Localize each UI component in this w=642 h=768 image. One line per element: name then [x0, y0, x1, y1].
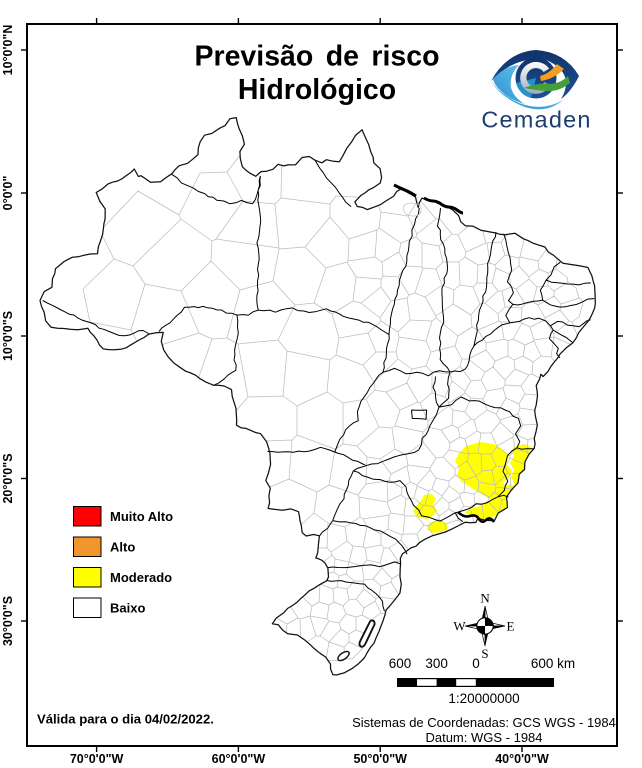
svg-text:10°0'0"S: 10°0'0"S	[1, 311, 15, 361]
svg-text:Previsão de risco: Previsão de risco	[194, 41, 439, 73]
svg-text:N: N	[480, 591, 490, 606]
svg-text:0: 0	[472, 656, 480, 671]
svg-text:20°0'0"S: 20°0'0"S	[1, 453, 15, 503]
svg-text:10°0'0"N: 10°0'0"N	[1, 25, 15, 76]
svg-text:S: S	[481, 646, 488, 661]
svg-text:70°0'0"W: 70°0'0"W	[70, 752, 124, 766]
svg-text:Hidrológico: Hidrológico	[238, 74, 396, 106]
svg-text:Baixo: Baixo	[110, 601, 145, 616]
svg-text:600 km: 600 km	[531, 656, 575, 671]
svg-text:Alto: Alto	[110, 540, 135, 555]
svg-text:Muito Alto: Muito Alto	[110, 509, 173, 524]
svg-text:60°0'0"W: 60°0'0"W	[212, 752, 266, 766]
svg-text:Moderado: Moderado	[110, 570, 172, 585]
svg-text:1:20000000: 1:20000000	[448, 691, 519, 706]
svg-text:E: E	[507, 619, 515, 634]
svg-text:Datum: WGS - 1984: Datum: WGS - 1984	[425, 730, 542, 745]
svg-text:30°0'0"S: 30°0'0"S	[1, 596, 15, 646]
svg-text:300: 300	[425, 656, 448, 671]
svg-text:Válida para o dia 04/02/2022.: Válida para o dia 04/02/2022.	[37, 712, 214, 727]
svg-text:Cemaden: Cemaden	[481, 107, 591, 133]
svg-text:W: W	[453, 619, 466, 634]
svg-text:0°0'0": 0°0'0"	[1, 176, 15, 211]
svg-text:600: 600	[389, 656, 412, 671]
svg-text:50°0'0"W: 50°0'0"W	[353, 752, 407, 766]
svg-text:40°0'0"W: 40°0'0"W	[495, 752, 549, 766]
svg-text:Sistemas de Coordenadas: GCS W: Sistemas de Coordenadas: GCS WGS - 1984	[352, 715, 616, 730]
